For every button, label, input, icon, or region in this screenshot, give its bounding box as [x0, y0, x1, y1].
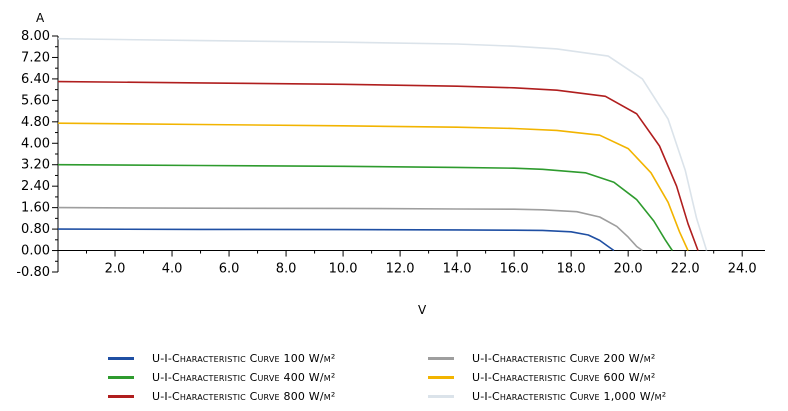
chart-canvas: 8.00 7.20 6.40 5.60 4.80 4.00 3.20 2.40 1.60 0.80… [16, 11, 765, 317]
x-tick-label: 16.0 [500, 262, 529, 277]
series-line-2 [57, 206, 643, 252]
legend-swatch [428, 375, 454, 379]
series-line-6 [57, 37, 708, 251]
x-tick-label: 10.0 [329, 262, 358, 277]
legend-label: U-I-Characteristic Curve 1,000 W/m² [472, 389, 667, 403]
y-tick-label: -0.80 [16, 265, 50, 280]
series-line-1 [57, 228, 615, 252]
legend-label: U-I-Characteristic Curve 600 W/m² [472, 370, 656, 384]
y-tick-label: 0.80 [21, 222, 50, 237]
series-line-3 [57, 163, 673, 251]
y-tick-label: 8.00 [21, 29, 50, 44]
x-tick-label: 6.0 [219, 262, 240, 277]
y-tick-label: 2.40 [21, 179, 50, 194]
legend-swatch [108, 394, 134, 398]
legend-item: U-I-Characteristic Curve 1,000 W/m² [428, 388, 666, 404]
legend-label: U-I-Characteristic Curve 100 W/m² [152, 351, 336, 365]
x-tick-label: 4.0 [162, 262, 183, 277]
x-tick-label: 24.0 [728, 262, 757, 277]
x-tick-label: 8.0 [276, 262, 297, 277]
legend-swatch [428, 394, 454, 398]
x-tick-label: 12.0 [386, 262, 415, 277]
series-layer [57, 37, 708, 252]
y-tick-label: 0.00 [21, 244, 50, 259]
y-axis-label: A [36, 11, 45, 25]
x-tick-label: 18.0 [557, 262, 586, 277]
y-tick-label: 3.20 [21, 158, 50, 173]
series-line-4 [57, 122, 689, 251]
legend-swatch [108, 356, 134, 360]
series-line-5 [57, 80, 699, 251]
y-tick-label: 4.80 [21, 115, 50, 130]
x-axis-label: V [418, 303, 427, 317]
y-tick-label: 6.40 [21, 72, 50, 87]
legend-label: U-I-Characteristic Curve 200 W/m² [472, 351, 656, 365]
legend-item: U-I-Characteristic Curve 800 W/m² [108, 388, 336, 404]
legend-label: U-I-Characteristic Curve 400 W/m² [152, 370, 336, 384]
x-tick-label: 2.0 [105, 262, 126, 277]
y-tick-label: 1.60 [21, 201, 50, 216]
legend-item: U-I-Characteristic Curve 200 W/m² [428, 350, 656, 366]
legend-swatch [108, 375, 134, 379]
x-tick-label: 20.0 [614, 262, 643, 277]
x-tick-label: 22.0 [671, 262, 700, 277]
x-tick-label: 14.0 [443, 262, 472, 277]
axes: 8.00 7.20 6.40 5.60 4.80 4.00 3.20 2.40 1.60 0.80… [16, 29, 765, 280]
legend-item: U-I-Characteristic Curve 400 W/m² [108, 369, 336, 385]
y-tick-label: 7.20 [21, 50, 50, 65]
legend-item: U-I-Characteristic Curve 100 W/m² [108, 350, 336, 366]
y-tick-label: 5.60 [21, 93, 50, 108]
y-tick-label: 4.00 [21, 136, 50, 151]
legend-item: U-I-Characteristic Curve 600 W/m² [428, 369, 656, 385]
legend-label: U-I-Characteristic Curve 800 W/m² [152, 389, 336, 403]
legend-swatch [428, 356, 454, 360]
